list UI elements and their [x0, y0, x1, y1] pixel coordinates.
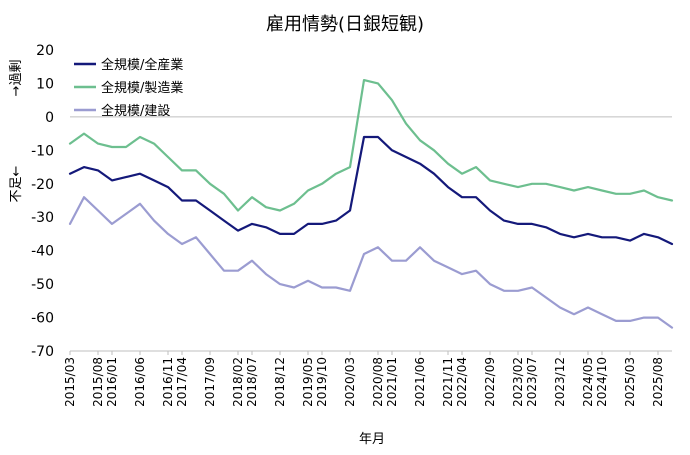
x-tick-label: 2021/06 — [413, 357, 427, 407]
x-tick-label: 2017/09 — [203, 357, 217, 407]
y-tick-label: -20 — [31, 177, 54, 193]
y-tick-label: -60 — [31, 311, 54, 327]
x-tick-label: 2024/05 — [581, 357, 595, 407]
x-tick-label: 2022/09 — [483, 357, 497, 407]
chart-title: 雇用情勢(日銀短観) — [266, 14, 424, 35]
x-tick-label: 2015/08 — [91, 357, 105, 407]
series-lines — [68, 78, 674, 329]
x-axis: 2015/03 2015/08 2016/01 2016/06 2016/11 2017/… — [63, 350, 672, 407]
x-tick-label: 2020/03 — [343, 357, 357, 407]
x-tick-label: 2017/04 — [175, 357, 189, 407]
series-line-2 — [68, 78, 674, 212]
y-axis-label-top: →過剰 — [9, 60, 24, 97]
x-tick-label: 2016/06 — [133, 357, 147, 407]
legend-label: 全規模/建設 — [101, 103, 170, 119]
y-tick-label: -50 — [31, 277, 54, 293]
x-tick-label: 2018/07 — [245, 357, 259, 407]
x-tick-label: 2015/03 — [63, 357, 77, 407]
y-tick-label: 0 — [45, 110, 54, 126]
x-tick-label: 2025/03 — [623, 357, 637, 407]
series-line-1 — [68, 135, 674, 246]
y-tick-label: 20 — [36, 43, 54, 59]
y-tick-label: -30 — [31, 210, 54, 226]
x-tick-label: 2018/12 — [273, 357, 287, 407]
x-tick-label: 2023/07 — [525, 357, 539, 407]
x-tick-label: 2025/08 — [651, 357, 665, 407]
y-axis: 20 10 0 -10 -20 -30 -40 -50 -60 -70 — [31, 43, 672, 360]
x-tick-label: 2023/02 — [511, 357, 525, 407]
x-axis-label: 年月 — [359, 432, 385, 447]
x-tick-label: 2023/12 — [553, 357, 567, 407]
y-tick-label: -70 — [31, 344, 54, 360]
x-tick-label: 2021/01 — [385, 357, 399, 407]
x-tick-label: 2019/10 — [315, 357, 329, 407]
x-tick-label: 2019/05 — [301, 357, 315, 407]
y-axis-label-bottom: 不足← — [9, 165, 24, 202]
x-tick-label: 2016/11 — [161, 357, 175, 407]
legend-label: 全規模/全産業 — [101, 57, 183, 73]
x-tick-label: 2021/11 — [441, 357, 455, 407]
y-tick-label: -10 — [31, 143, 54, 159]
y-tick-label: 10 — [36, 76, 54, 92]
x-tick-label: 2024/10 — [595, 357, 609, 407]
series-line-3 — [68, 196, 674, 329]
legend-label: 全規模/製造業 — [101, 80, 183, 96]
x-tick-label: 2022/04 — [455, 357, 469, 407]
y-tick-label: -40 — [31, 244, 54, 260]
x-tick-label: 2018/02 — [231, 357, 245, 407]
x-tick-label: 2016/01 — [105, 357, 119, 407]
x-tick-label: 2020/08 — [371, 357, 385, 407]
